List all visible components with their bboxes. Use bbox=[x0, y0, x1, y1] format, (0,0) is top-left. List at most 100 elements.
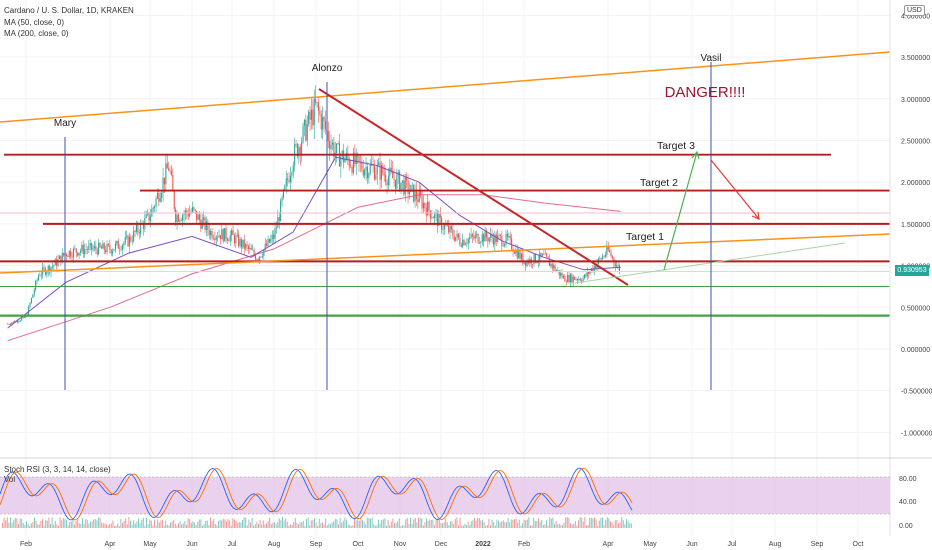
volume-bar bbox=[350, 525, 352, 528]
price-candle bbox=[289, 166, 291, 190]
candle-body bbox=[586, 271, 588, 277]
candle-body bbox=[603, 256, 605, 258]
volume-bar bbox=[512, 519, 514, 528]
candle-body bbox=[296, 144, 298, 157]
price-candle bbox=[165, 154, 167, 193]
price-candle bbox=[309, 106, 311, 131]
price-candle bbox=[245, 243, 247, 251]
candle-body bbox=[533, 254, 535, 265]
x-tick-label: Sep bbox=[310, 541, 323, 548]
currency-badge[interactable]: USD bbox=[904, 5, 925, 16]
candle-body bbox=[361, 162, 363, 170]
price-candle bbox=[498, 232, 500, 240]
volume-bar bbox=[30, 523, 32, 528]
price-candle bbox=[226, 237, 228, 244]
target-label: Target 2 bbox=[640, 177, 678, 189]
candle-body bbox=[145, 214, 147, 218]
volume-bar bbox=[408, 523, 410, 528]
volume-bar bbox=[562, 525, 563, 528]
volume-bar bbox=[630, 523, 632, 528]
price-candle bbox=[581, 278, 583, 285]
candle-body bbox=[190, 211, 192, 213]
x-tick-label: Jun bbox=[686, 541, 697, 548]
price-candle bbox=[567, 271, 569, 283]
volume-bar bbox=[214, 523, 216, 528]
volume-bar bbox=[398, 518, 400, 528]
volume-bar bbox=[14, 517, 16, 528]
candle-body bbox=[156, 192, 158, 199]
candle-body bbox=[532, 264, 534, 265]
volume-bar bbox=[224, 519, 226, 528]
candle-body bbox=[165, 163, 167, 185]
price-candle bbox=[238, 230, 240, 248]
candle-body bbox=[457, 233, 459, 239]
candle-body bbox=[183, 214, 185, 216]
price-candle bbox=[127, 234, 129, 248]
price-candle bbox=[270, 234, 272, 244]
volume-bar bbox=[75, 520, 77, 528]
candle-body bbox=[35, 281, 37, 291]
price-candle bbox=[82, 239, 84, 258]
price-candle bbox=[154, 204, 156, 213]
volume-bar bbox=[392, 518, 394, 528]
candle-body bbox=[109, 244, 111, 250]
candle-body bbox=[28, 306, 30, 315]
volume-bar bbox=[98, 517, 99, 528]
candle-body bbox=[429, 210, 431, 219]
y-tick-label: 2.500000 bbox=[901, 139, 930, 146]
volume-bar bbox=[77, 519, 79, 528]
volume-bar bbox=[422, 525, 424, 528]
volume-bar bbox=[459, 517, 461, 528]
candle-body bbox=[369, 164, 371, 174]
ma200-legend[interactable]: MA (200, close, 0) bbox=[4, 29, 69, 38]
candle-body bbox=[508, 236, 510, 238]
price-candle bbox=[400, 182, 402, 194]
volume-bar bbox=[549, 517, 551, 528]
volume-bar bbox=[168, 525, 170, 528]
candle-body bbox=[327, 130, 329, 142]
candle-body bbox=[268, 238, 270, 243]
price-candle bbox=[358, 155, 360, 172]
price-candle bbox=[574, 276, 576, 280]
candle-body bbox=[488, 237, 490, 242]
time-axis[interactable]: Feb Apr May Jun Jul Aug Sep Oct Nov Dec 2022 Feb Apr… bbox=[20, 541, 864, 548]
candle-body bbox=[306, 124, 308, 141]
volume-bar bbox=[184, 520, 186, 528]
price-candle bbox=[586, 266, 588, 280]
price-candle bbox=[427, 195, 429, 216]
price-candle bbox=[131, 234, 133, 246]
candle-body bbox=[252, 249, 254, 251]
candle-body bbox=[348, 158, 350, 167]
candle-body bbox=[515, 249, 517, 254]
price-candle bbox=[404, 173, 406, 202]
volume-bar bbox=[304, 525, 306, 528]
x-tick-label: Feb bbox=[518, 541, 530, 548]
price-candle bbox=[606, 240, 608, 258]
candle-body bbox=[337, 143, 339, 144]
volume-bar bbox=[406, 518, 408, 528]
price-candle bbox=[109, 239, 111, 254]
volume-bar bbox=[485, 525, 487, 528]
candle-body bbox=[82, 244, 84, 254]
volume-bar bbox=[226, 521, 227, 528]
volume-bar bbox=[614, 520, 616, 528]
stoch-rsi-legend[interactable]: Stoch RSI (3, 3, 14, 14, close) bbox=[4, 465, 111, 474]
candle-body bbox=[407, 180, 409, 194]
volume-bar bbox=[307, 517, 309, 528]
volume-bar bbox=[306, 519, 307, 528]
candle-body bbox=[198, 214, 200, 220]
candle-body bbox=[281, 197, 283, 201]
candle-body bbox=[295, 144, 297, 145]
candle-body bbox=[277, 217, 279, 228]
vol-legend[interactable]: Vol bbox=[4, 475, 16, 484]
volume-bar bbox=[90, 521, 91, 528]
price-candle bbox=[278, 212, 280, 229]
volume-bar bbox=[82, 518, 83, 528]
price-candle bbox=[467, 237, 469, 250]
price-candle bbox=[421, 191, 423, 214]
candle-body bbox=[63, 252, 65, 256]
candle-body bbox=[354, 152, 356, 165]
candle-body bbox=[226, 238, 228, 241]
ma50-legend[interactable]: MA (50, close, 0) bbox=[4, 18, 65, 27]
